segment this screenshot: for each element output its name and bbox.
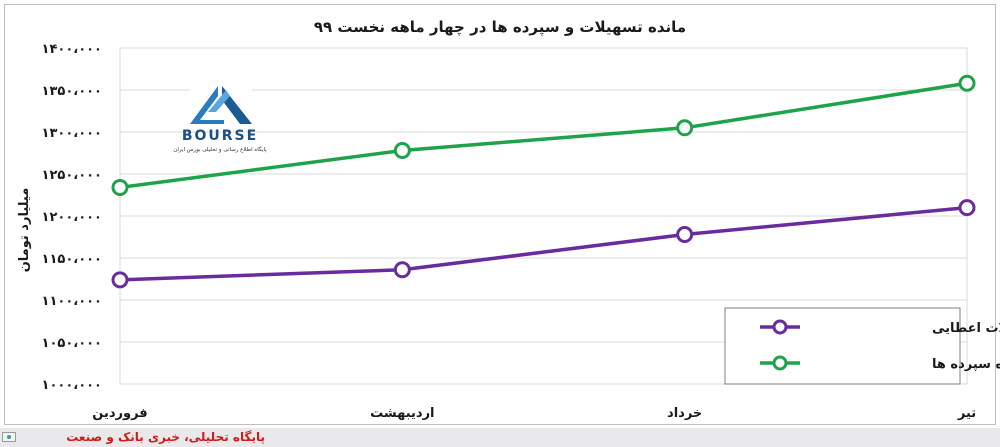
logo-subtitle: پایگاه اطلاع رسانی و تحلیلی بورس ایران xyxy=(173,146,267,153)
x-tick-labels: فروردین اردیبهشت خرداد تیر xyxy=(92,406,976,421)
y-tick-label: ۱۴۰۰،۰۰۰ xyxy=(42,42,102,57)
bourse-logo: BOURSE پایگاه اطلاع رسانی و تحلیلی بورس … xyxy=(173,86,267,153)
y-axis-label: میلیارد تومان xyxy=(17,188,32,273)
y-tick-label: ۱۳۵۰،۰۰۰ xyxy=(42,84,102,99)
data-point xyxy=(958,199,976,217)
logo-mark-left xyxy=(190,86,224,124)
x-tick-label: اردیبهشت xyxy=(370,406,434,421)
data-point xyxy=(393,261,411,279)
y-tick-label: ۱۱۵۰،۰۰۰ xyxy=(42,252,102,267)
y-tick-labels: ۱۰۰۰،۰۰۰ ۱۰۵۰،۰۰۰ ۱۱۰۰،۰۰۰ ۱۱۵۰،۰۰۰ ۱۲۰۰،۰۰۰… xyxy=(42,42,102,393)
x-tick-label: فروردین xyxy=(92,406,147,421)
line-chart: مانده تسهیلات و سپرده ها در چهار ماهه نخ… xyxy=(17,18,1000,421)
legend-label: مانده تسهیلات اعطایی xyxy=(932,321,1000,336)
chart-title: مانده تسهیلات و سپرده ها در چهار ماهه نخ… xyxy=(314,18,686,37)
data-point xyxy=(676,119,694,137)
series-line-1 xyxy=(119,205,968,282)
data-point xyxy=(393,141,411,159)
y-tick-label: ۱۰۵۰،۰۰۰ xyxy=(42,336,102,351)
y-tick-label: ۱۲۵۰،۰۰۰ xyxy=(42,168,102,183)
flag-icon xyxy=(2,432,16,442)
data-point xyxy=(958,74,976,92)
legend-swatch-marker xyxy=(772,355,788,371)
legend-swatch-marker xyxy=(772,319,788,335)
data-point xyxy=(111,271,129,289)
series-layer xyxy=(111,74,976,289)
legend-label: مانده سپرده ها xyxy=(932,357,1000,372)
logo-mark-inner xyxy=(208,90,230,112)
data-point xyxy=(111,178,129,196)
y-tick-label: ۱۰۰۰،۰۰۰ xyxy=(42,378,102,393)
legend: مانده تسهیلات اعطایی مانده سپرده ها xyxy=(724,307,1000,385)
x-tick-label: خرداد xyxy=(667,406,702,421)
data-point xyxy=(676,225,694,243)
legend-box xyxy=(724,307,961,385)
y-tick-label: ۱۳۰۰،۰۰۰ xyxy=(42,126,102,141)
logo-text: BOURSE xyxy=(182,128,258,144)
footer-bar xyxy=(0,428,1000,447)
footer-text: پایگاه تحلیلی، خبری بانک و صنعت xyxy=(66,430,265,444)
y-tick-label: ۱۱۰۰،۰۰۰ xyxy=(42,294,102,309)
y-tick-label: ۱۲۰۰،۰۰۰ xyxy=(42,210,102,225)
x-tick-label: تیر xyxy=(957,406,976,421)
series-line-2 xyxy=(119,81,968,190)
